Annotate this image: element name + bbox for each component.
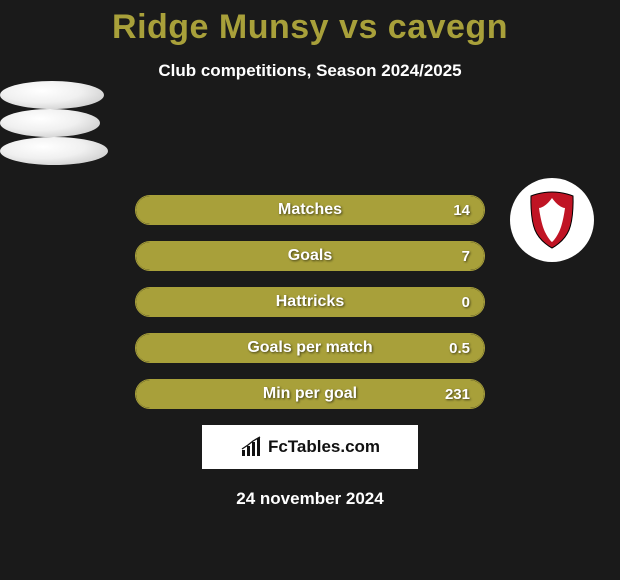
stat-label: Min per goal — [136, 380, 484, 408]
stat-label: Matches — [136, 196, 484, 224]
comparison-title: Ridge Munsy vs cavegn — [0, 0, 620, 47]
stat-row-gpm: Goals per match 0.5 — [135, 333, 485, 363]
stat-value-right: 0 — [462, 288, 470, 316]
snapshot-date: 24 november 2024 — [0, 489, 620, 509]
brand-text: FcTables.com — [268, 437, 380, 457]
bar-chart-icon — [240, 436, 262, 458]
stat-value-right: 7 — [462, 242, 470, 270]
stat-label: Hattricks — [136, 288, 484, 316]
stats-container: Matches 14 Goals 7 Hattricks 0 Goals per… — [0, 195, 620, 409]
brand-box: FcTables.com — [202, 425, 418, 469]
player-left-ellipse-2 — [0, 109, 100, 137]
player-right-ellipse — [0, 137, 108, 165]
stat-value-right: 0.5 — [449, 334, 470, 362]
stat-label: Goals per match — [136, 334, 484, 362]
stat-label: Goals — [136, 242, 484, 270]
player-left-ellipse-1 — [0, 81, 104, 109]
stat-row-mpg: Min per goal 231 — [135, 379, 485, 409]
stat-row-goals: Goals 7 — [135, 241, 485, 271]
stat-value-right: 231 — [445, 380, 470, 408]
stat-row-hattricks: Hattricks 0 — [135, 287, 485, 317]
stat-value-right: 14 — [453, 196, 470, 224]
comparison-subtitle: Club competitions, Season 2024/2025 — [0, 61, 620, 81]
stat-row-matches: Matches 14 — [135, 195, 485, 225]
